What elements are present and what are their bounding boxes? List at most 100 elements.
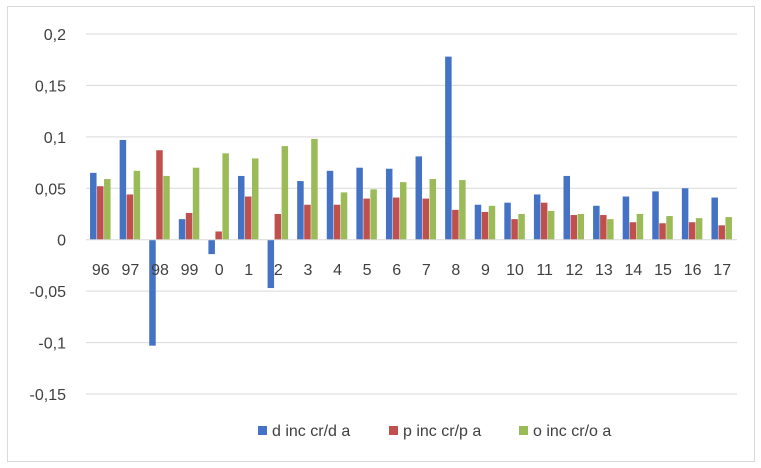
bars	[90, 56, 732, 346]
x-tick-label: 11	[536, 262, 553, 279]
bar-1-6	[385, 168, 393, 240]
bar-3-16	[695, 218, 703, 240]
bar-2-11	[540, 202, 548, 240]
bar-1-9	[474, 204, 482, 240]
bar-3-17	[725, 217, 732, 240]
y-tick-label: -0,05	[30, 284, 67, 301]
x-tick-label: 99	[181, 262, 199, 279]
bar-1-98	[149, 239, 156, 346]
x-tick-label: 8	[451, 262, 460, 279]
bar-2-13	[600, 215, 607, 240]
legend-label-3: o inc cr/o a	[533, 423, 611, 440]
bar-3-8	[459, 180, 466, 240]
bar-1-97	[119, 139, 127, 240]
bar-2-17	[718, 225, 725, 240]
gridlines	[86, 33, 737, 395]
bar-3-1	[252, 158, 259, 240]
x-tick-label: 0	[215, 262, 224, 279]
x-tick-label: 96	[92, 262, 110, 279]
x-tick-label: 12	[565, 262, 583, 279]
bar-1-14	[622, 196, 630, 240]
bar-2-3	[304, 204, 311, 240]
bar-2-5	[363, 198, 370, 240]
x-axis-tick-labels: 96 97 98 99 0 1 2 3 4 5 6 7 8 9 10 11 12 13 14 15 16 17	[92, 262, 731, 279]
bar-2-9	[481, 211, 489, 240]
bar-2-15	[659, 223, 666, 240]
legend-swatch-2	[389, 426, 398, 435]
bar-2-14	[629, 222, 637, 240]
bar-3-4	[340, 192, 348, 240]
bar-2-8	[452, 209, 459, 240]
bar-3-2	[281, 146, 289, 240]
bar-3-7	[429, 179, 437, 240]
bar-1-0	[208, 239, 215, 255]
bar-3-14	[636, 214, 644, 240]
x-tick-label: 13	[595, 262, 613, 279]
legend-swatch-1	[258, 426, 267, 435]
bar-2-7	[422, 198, 430, 240]
y-tick-label: 0,15	[35, 78, 66, 95]
bar-3-98	[163, 175, 170, 240]
bar-1-11	[533, 194, 541, 240]
bar-2-1	[245, 196, 252, 240]
bar-2-97	[126, 194, 134, 240]
bar-2-96	[97, 186, 104, 240]
bar-1-3	[297, 181, 304, 240]
x-tick-label: 14	[625, 262, 643, 279]
y-tick-label: -0,1	[38, 336, 66, 353]
x-tick-label: 98	[151, 262, 169, 279]
y-tick-label: 0	[57, 233, 66, 250]
bar-2-0	[215, 231, 222, 240]
y-tick-label: 0,05	[35, 181, 66, 198]
bar-1-1	[238, 175, 245, 240]
x-tick-label: 97	[121, 262, 139, 279]
bar-2-98	[156, 150, 163, 240]
bar-1-2	[267, 239, 275, 289]
y-tick-label: 0,1	[44, 130, 66, 147]
bar-3-12	[577, 214, 584, 240]
bar-3-6	[399, 182, 407, 240]
bar-1-8	[445, 56, 452, 240]
bar-2-2	[274, 214, 282, 240]
bar-2-99	[185, 212, 193, 240]
legend: d inc cr/d a p inc cr/p a o inc cr/o a	[258, 423, 611, 440]
x-tick-label: 10	[506, 262, 524, 279]
legend-label-2: p inc cr/p a	[403, 423, 481, 440]
bar-1-7	[415, 156, 423, 240]
bar-1-15	[652, 191, 659, 240]
bar-1-13	[593, 205, 600, 240]
bar-1-99	[178, 219, 186, 240]
bar-3-10	[518, 214, 525, 240]
legend-swatch-3	[519, 426, 528, 435]
bar-1-16	[681, 188, 689, 240]
bar-1-17	[711, 197, 718, 240]
bar-3-5	[370, 189, 377, 240]
x-tick-label: 16	[684, 262, 702, 279]
bar-1-12	[563, 175, 570, 240]
x-tick-label: 2	[274, 262, 283, 279]
y-axis-tick-labels: 0,2 0,15 0,1 0,05 0 -0,05 -0,1 -0,15	[30, 27, 67, 404]
bar-2-4	[333, 204, 341, 240]
bar-3-3	[311, 138, 318, 240]
bar-2-12	[570, 215, 577, 240]
x-tick-label: 9	[481, 262, 490, 279]
x-tick-label: 4	[333, 262, 342, 279]
bar-1-96	[90, 172, 97, 240]
x-tick-label: 17	[713, 262, 731, 279]
x-tick-label: 15	[654, 262, 672, 279]
bar-3-13	[607, 219, 614, 240]
bar-3-9	[488, 205, 496, 240]
bar-3-0	[222, 153, 229, 240]
x-tick-label: 3	[303, 262, 312, 279]
x-tick-label: 1	[244, 262, 253, 279]
bar-2-6	[392, 197, 400, 240]
x-tick-label: 5	[363, 262, 372, 279]
x-tick-label: 6	[392, 262, 401, 279]
bar-3-96	[104, 179, 111, 240]
legend-label-1: d inc cr/d a	[272, 423, 350, 440]
bar-3-97	[133, 170, 141, 240]
bar-1-5	[356, 167, 363, 240]
bar-1-4	[326, 170, 334, 240]
bar-3-99	[192, 167, 200, 240]
